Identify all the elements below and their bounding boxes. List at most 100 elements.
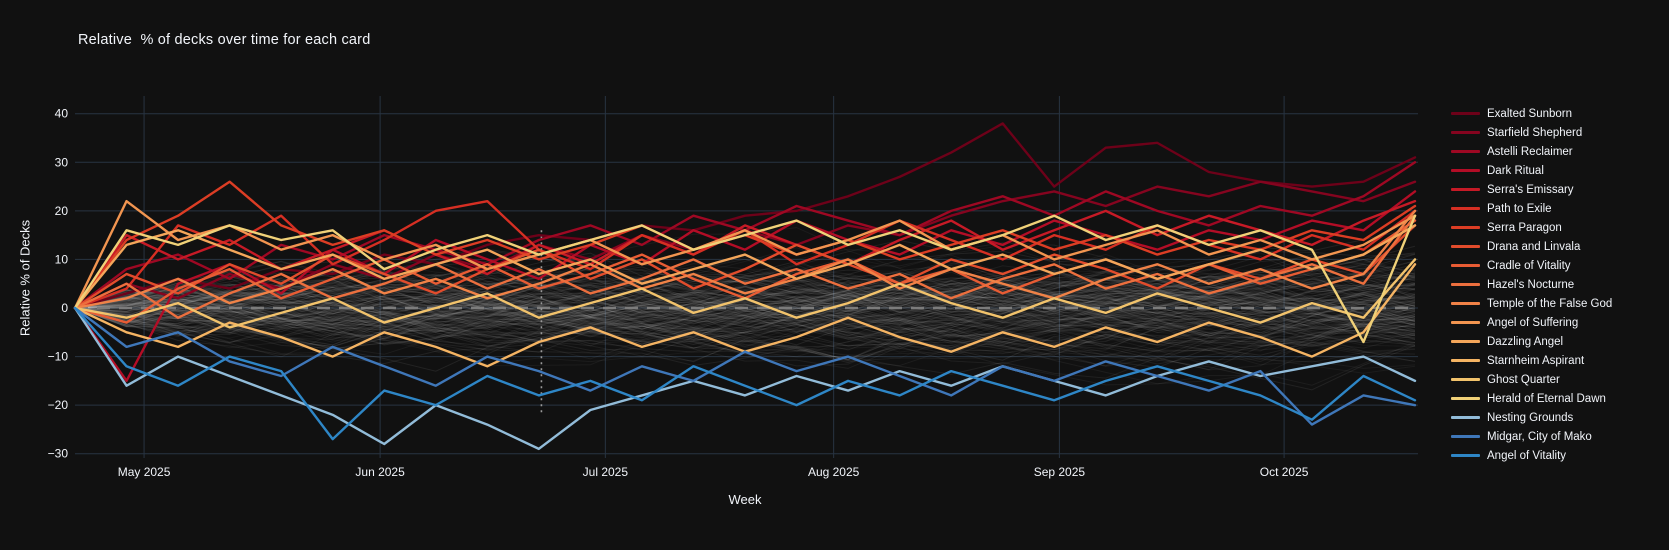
legend-item-cradle-of-vitality[interactable]: Cradle of Vitality [1451, 256, 1612, 275]
legend-item-nesting-grounds[interactable]: Nesting Grounds [1451, 408, 1612, 427]
background-line [74, 277, 1416, 339]
y-tick-label: 30 [55, 155, 69, 169]
background-line [74, 294, 1416, 328]
legend-label: Exalted Sunborn [1487, 107, 1573, 120]
background-line [74, 256, 1416, 313]
legend-swatch [1451, 302, 1480, 305]
background-line [74, 285, 1416, 345]
series-line-serra-s-emissary[interactable] [73, 199, 1417, 310]
legend-swatch [1451, 188, 1480, 191]
series-line-exalted-sunborn[interactable] [73, 122, 1417, 310]
background-line [74, 264, 1416, 337]
background-line [74, 283, 1416, 349]
background-line [74, 271, 1416, 341]
background-line [74, 287, 1416, 386]
background-line [74, 285, 1416, 327]
legend-item-starfield-shepherd[interactable]: Starfield Shepherd [1451, 123, 1612, 142]
background-line [74, 275, 1416, 334]
background-line [74, 292, 1416, 348]
background-line [74, 267, 1416, 325]
background-line [74, 276, 1416, 333]
background-line [74, 297, 1416, 355]
legend-item-angel-of-vitality[interactable]: Angel of Vitality [1451, 446, 1612, 465]
background-line [74, 269, 1416, 339]
legend-item-herald-of-eternal-dawn[interactable]: Herald of Eternal Dawn [1451, 389, 1612, 408]
legend-item-serra-paragon[interactable]: Serra Paragon [1451, 218, 1612, 237]
series-line-dazzling-angel[interactable] [73, 224, 1417, 310]
background-line [74, 247, 1416, 324]
background-line [74, 279, 1416, 322]
background-line [74, 276, 1416, 325]
series-line-nesting-grounds[interactable] [73, 306, 1417, 451]
legend-item-path-to-exile[interactable]: Path to Exile [1451, 199, 1612, 218]
legend-swatch [1451, 131, 1480, 134]
background-line [74, 302, 1416, 347]
legend-item-exalted-sunborn[interactable]: Exalted Sunborn [1451, 104, 1612, 123]
series-line-temple-of-the-false-god[interactable] [73, 209, 1417, 310]
legend-swatch [1451, 397, 1480, 400]
y-tick-label: 40 [55, 107, 69, 121]
legend-item-astelli-reclaimer[interactable]: Astelli Reclaimer [1451, 142, 1612, 161]
background-line [74, 251, 1416, 313]
legend-swatch [1451, 435, 1480, 438]
background-line [74, 263, 1416, 347]
background-line [74, 268, 1416, 337]
background-line [74, 239, 1416, 317]
series-line-ghost-quarter[interactable] [73, 258, 1417, 329]
legend-item-ghost-quarter[interactable]: Ghost Quarter [1451, 370, 1612, 389]
chart-title: Relative % of decks over time for each c… [78, 32, 371, 48]
background-line [74, 279, 1416, 333]
legend-item-midgar-city-of-mako[interactable]: Midgar, City of Mako [1451, 427, 1612, 446]
series-line-midgar-city-of-mako[interactable] [73, 306, 1417, 426]
legend-swatch [1451, 359, 1480, 362]
legend-item-temple-of-the-false-god[interactable]: Temple of the False God [1451, 294, 1612, 313]
background-line [74, 289, 1416, 354]
legend-swatch [1451, 226, 1480, 229]
background-line [74, 307, 1416, 363]
x-tick-label: Jul 2025 [583, 465, 629, 479]
series-line-herald-of-eternal-dawn[interactable] [73, 214, 1417, 344]
background-line [74, 277, 1416, 344]
legend-item-serra-s-emissary[interactable]: Serra's Emissary [1451, 180, 1612, 199]
legend-swatch [1451, 340, 1480, 343]
background-line [74, 284, 1416, 344]
legend-label: Dazzling Angel [1487, 335, 1564, 348]
legend-item-hazel-s-nocturne[interactable]: Hazel's Nocturne [1451, 275, 1612, 294]
y-axis-title: Relative % of Decks [17, 219, 33, 337]
legend-swatch [1451, 378, 1480, 381]
background-line [74, 288, 1416, 338]
series-line-angel-of-suffering[interactable] [73, 199, 1417, 310]
background-line [74, 287, 1416, 346]
legend-item-starnheim-aspirant[interactable]: Starnheim Aspirant [1451, 351, 1612, 370]
background-line [74, 306, 1416, 367]
background-line [74, 227, 1416, 320]
series-line-dark-ritual[interactable] [73, 190, 1417, 383]
legend-item-drana-and-linvala[interactable]: Drana and Linvala [1451, 237, 1612, 256]
background-line [74, 260, 1416, 331]
background-line [74, 250, 1416, 326]
y-tick-label: 0 [61, 301, 68, 315]
background-line [74, 296, 1416, 335]
legend-item-dark-ritual[interactable]: Dark Ritual [1451, 161, 1612, 180]
legend-item-angel-of-suffering[interactable]: Angel of Suffering [1451, 313, 1612, 332]
background-line [74, 253, 1416, 338]
background-line [74, 291, 1416, 344]
background-line [74, 283, 1416, 351]
background-line [74, 267, 1416, 374]
legend-label: Herald of Eternal Dawn [1487, 392, 1606, 405]
background-line [74, 304, 1416, 356]
background-line [74, 297, 1416, 350]
background-line [74, 284, 1416, 322]
legend-swatch [1451, 454, 1480, 457]
series-line-drana-and-linvala[interactable] [73, 224, 1417, 310]
background-line [74, 296, 1416, 361]
background-line [74, 304, 1416, 355]
series-line-angel-of-vitality[interactable] [73, 306, 1417, 441]
background-line [74, 278, 1416, 342]
legend-label: Ghost Quarter [1487, 373, 1560, 386]
legend-item-dazzling-angel[interactable]: Dazzling Angel [1451, 332, 1612, 351]
background-line [74, 300, 1416, 347]
background-line [74, 278, 1416, 333]
